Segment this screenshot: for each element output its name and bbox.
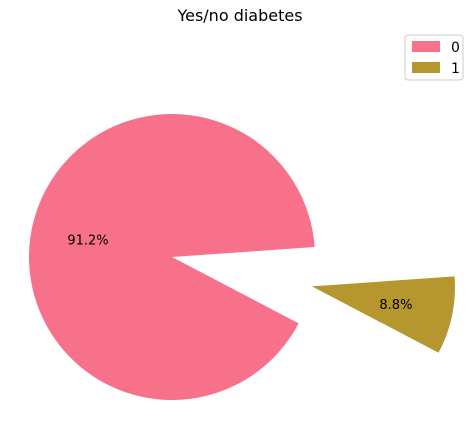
legend-swatch-1 <box>412 62 440 73</box>
legend-label-0: 0 <box>451 40 460 56</box>
pie-slice-1 <box>311 276 455 353</box>
slice-label-0: 91.2% <box>67 233 108 248</box>
pie-slice-0 <box>29 114 315 401</box>
legend-swatch-0 <box>412 41 440 52</box>
legend-label-1: 1 <box>451 61 460 77</box>
chart-title: Yes/no diabetes <box>176 6 302 25</box>
pie-slices <box>29 114 455 401</box>
slice-labels: 91.2% 8.8% <box>67 233 412 313</box>
legend: 0 1 <box>404 34 464 81</box>
slice-label-1: 8.8% <box>379 298 412 313</box>
